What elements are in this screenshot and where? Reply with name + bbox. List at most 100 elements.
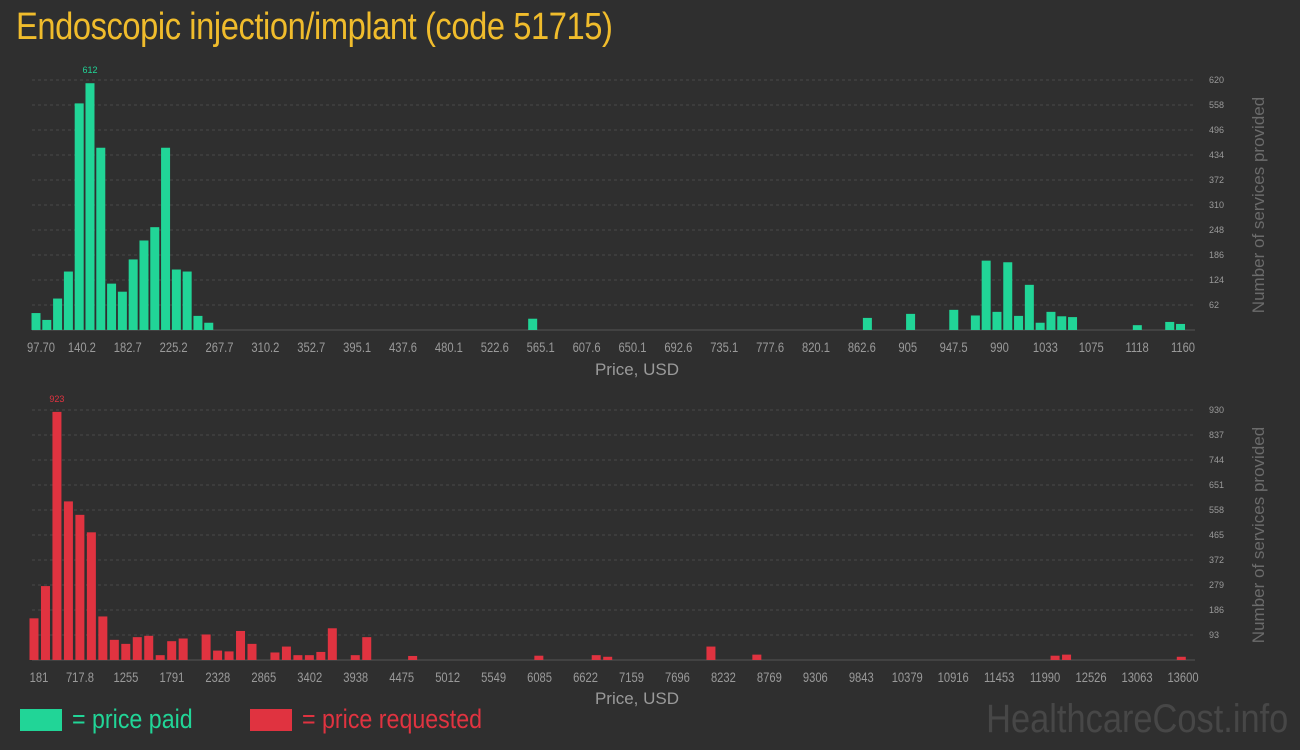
x-tick-label: 97.70	[27, 340, 55, 355]
x-tick-label: 11453	[984, 670, 1014, 685]
bar	[362, 637, 372, 660]
bar	[117, 291, 127, 330]
bar	[29, 618, 39, 660]
bar	[1014, 315, 1024, 330]
bar	[178, 638, 188, 660]
bar	[293, 655, 303, 660]
bar	[1003, 262, 1013, 330]
bar	[1024, 284, 1034, 330]
x-tick-label: 7159	[619, 670, 644, 685]
x-tick-label: 9843	[849, 670, 874, 685]
x-tick-label: 607.6	[573, 340, 601, 355]
bar	[128, 259, 138, 330]
bar	[53, 298, 63, 330]
bar	[155, 655, 165, 660]
x-tick-label: 13600	[1167, 670, 1198, 685]
x-tick-label: 6622	[573, 670, 598, 685]
bar	[139, 240, 149, 330]
x-tick-label: 692.6	[664, 340, 692, 355]
bar	[1176, 323, 1186, 330]
x-tick-label: 352.7	[297, 340, 325, 355]
x-tick-label: 1075	[1079, 340, 1104, 355]
x-tick-label: 650.1	[618, 340, 646, 355]
bar	[281, 646, 291, 660]
x-tick-label: 4475	[389, 670, 414, 685]
bar	[752, 654, 762, 660]
y-axis-label: Number of services provided	[1249, 97, 1268, 313]
bar	[981, 260, 991, 330]
x-tick-label: 3938	[343, 670, 368, 685]
legend-paid-swatch	[20, 709, 62, 731]
x-tick-label: 947.5	[940, 340, 968, 355]
y-tick-label: 93	[1209, 630, 1219, 640]
max-value-label: 612	[82, 65, 97, 75]
y-axis-label: Number of services provided	[1249, 427, 1268, 643]
bar	[1057, 316, 1067, 330]
y-tick-label: 434	[1209, 150, 1224, 160]
bar	[706, 646, 716, 660]
x-tick-label: 181	[30, 670, 49, 685]
x-tick-label: 225.2	[160, 340, 188, 355]
y-tick-label: 124	[1209, 275, 1224, 285]
x-tick-label: 11990	[1030, 670, 1060, 685]
bar	[992, 311, 1002, 330]
x-tick-label: 8769	[757, 670, 782, 685]
bar	[52, 411, 62, 660]
bar	[224, 651, 234, 660]
bar	[201, 634, 211, 660]
x-axis-label: Price, USD	[595, 360, 679, 379]
bar	[31, 313, 41, 330]
x-tick-label: 905	[898, 340, 917, 355]
bar	[1068, 317, 1078, 330]
bar	[603, 656, 613, 660]
bar	[109, 639, 119, 660]
bar	[132, 637, 142, 660]
x-tick-label: 565.1	[527, 340, 555, 355]
x-tick-label: 990	[990, 340, 1009, 355]
x-tick-label: 1160	[1171, 340, 1195, 355]
x-tick-label: 13063	[1121, 670, 1152, 685]
bar	[247, 643, 257, 660]
max-value-label: 923	[49, 394, 64, 404]
bar	[182, 271, 192, 330]
bar	[75, 514, 85, 660]
bar	[171, 269, 181, 330]
bar	[591, 655, 601, 660]
x-tick-label: 10916	[938, 670, 969, 685]
bar	[1165, 321, 1175, 330]
x-tick-label: 480.1	[435, 340, 463, 355]
y-tick-label: 310	[1209, 200, 1224, 210]
y-tick-label: 496	[1209, 125, 1224, 135]
bar	[121, 643, 131, 660]
y-tick-label: 62	[1209, 300, 1219, 310]
x-tick-label: 395.1	[343, 340, 371, 355]
x-tick-label: 862.6	[848, 340, 876, 355]
y-tick-label: 744	[1209, 455, 1224, 465]
x-tick-label: 6085	[527, 670, 552, 685]
y-tick-label: 651	[1209, 480, 1224, 490]
bar	[193, 315, 203, 330]
bar	[107, 283, 117, 330]
x-tick-label: 310.2	[251, 340, 279, 355]
bar	[304, 655, 314, 660]
x-tick-label: 182.7	[114, 340, 142, 355]
x-tick-label: 9306	[803, 670, 828, 685]
legend-requested-swatch	[250, 709, 292, 731]
x-tick-label: 5012	[435, 670, 460, 685]
legend-requested-label: = price requested	[302, 704, 483, 734]
bar	[150, 227, 160, 330]
bar	[1035, 322, 1045, 330]
bar	[327, 628, 337, 660]
y-tick-label: 620	[1209, 75, 1224, 85]
chart-title: Endoscopic injection/implant (code 51715…	[16, 6, 613, 48]
y-tick-label: 930	[1209, 405, 1224, 415]
x-tick-label: 1791	[159, 670, 184, 685]
bar	[408, 655, 418, 660]
x-tick-label: 2865	[251, 670, 276, 685]
bar	[204, 322, 214, 330]
bar	[1062, 654, 1072, 660]
bar	[1176, 656, 1186, 660]
y-tick-label: 186	[1209, 250, 1224, 260]
bar	[906, 313, 916, 330]
